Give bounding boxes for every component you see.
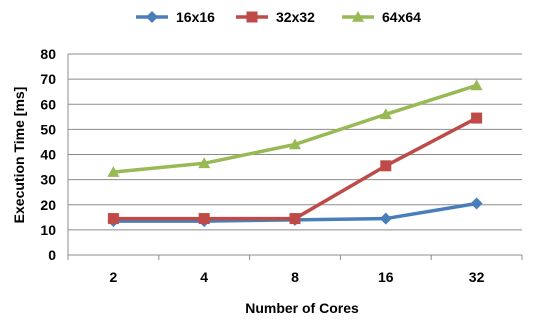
gridlines [68,53,522,256]
y-tick-label: 50 [40,121,56,137]
tick-labels: 0 10 20 30 40 50 60 70 80 2 4 8 16 32 [40,46,484,285]
x-tick-label: 32 [469,269,485,285]
y-tick-label: 20 [40,197,56,213]
series-64x64 [107,79,483,177]
data-point-square [107,213,119,225]
data-point-triangle [379,108,392,120]
data-point-triangle [289,138,301,150]
data-point-square [198,213,210,225]
data-point-diamond [379,212,392,225]
legend-item-16x16: 16x16 [136,9,215,25]
data-point-square [289,213,301,225]
data-point-square [471,112,483,124]
data-point-diamond [470,197,483,210]
y-tick-label: 10 [40,222,56,238]
data-point-triangle [352,11,364,22]
y-axis-title: Execution Time [ms] [11,87,27,224]
x-axis-title: Number of Cores [245,300,359,316]
x-tick-label: 2 [110,269,118,285]
series-line [113,83,478,174]
data-point-triangle [470,79,483,91]
series-32x32 [107,112,483,225]
y-tick-label: 70 [40,71,56,87]
x-tick-label: 4 [200,269,208,285]
y-tick-label: 30 [40,172,56,188]
legend-label: 32x32 [276,9,315,25]
y-tick-label: 60 [40,96,56,112]
legend-item-32x32: 32x32 [236,9,315,25]
data-point-diamond [146,11,158,23]
series-lines [107,79,483,228]
legend-label: 64x64 [382,9,421,25]
y-tick-label: 40 [40,147,56,163]
legend-label: 16x16 [176,9,215,25]
data-point-square [246,11,258,23]
axes [67,54,523,260]
x-tick-label: 16 [378,269,394,285]
legend-item-64x64: 64x64 [342,9,421,25]
y-tick-label: 80 [40,46,56,62]
data-point-triangle [107,166,120,177]
data-point-triangle [198,157,211,169]
data-point-square [380,160,392,172]
x-tick-label: 8 [291,269,299,285]
y-tick-label: 0 [48,247,56,263]
legend: 16x16 32x32 64x64 [136,9,421,25]
